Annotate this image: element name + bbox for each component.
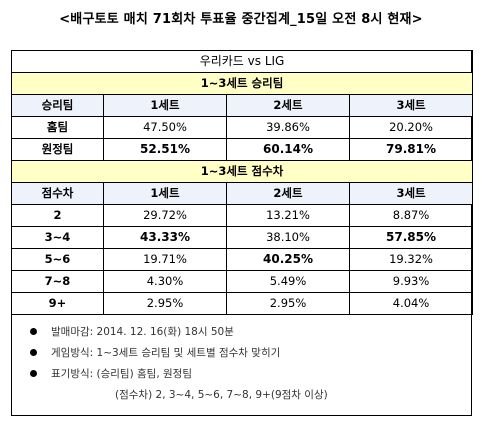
row-label: 원정팀 (11, 138, 104, 161)
table-cell: 9.93% (348, 270, 474, 293)
table-cell: 19.71% (103, 248, 227, 271)
header-cell: 1세트 (103, 94, 227, 117)
table-row: 3~4 43.33% 38.10% 57.85% (11, 226, 474, 249)
vote-rate-table: 우리카드 vs LIG 1~3세트 승리팀 승리팀 1세트 2세트 3세트 홈팀… (10, 50, 474, 315)
table-cell: 79.81% (348, 138, 474, 161)
header-cell: 3세트 (348, 94, 474, 117)
table-cell: 47.50% (103, 116, 227, 139)
table-row: 2 29.72% 13.21% 8.87% (11, 204, 474, 227)
header-cell: 승리팀 (11, 94, 104, 117)
bullet-icon (30, 369, 37, 377)
table-cell: 39.86% (226, 116, 350, 139)
score-header-row: 점수차 1세트 2세트 3세트 (11, 182, 474, 205)
note-sub-item: (점수차) 2, 3~4, 5~6, 7~8, 9+(9점차 이상) (30, 385, 328, 406)
note-text: 발매마감: 2014. 12. 16(화) 18시 50분 (51, 326, 234, 338)
row-label: 3~4 (11, 226, 104, 249)
table-cell: 5.49% (226, 270, 350, 293)
table-row: 5~6 19.71% 40.25% 19.32% (11, 248, 474, 271)
header-cell: 1세트 (103, 182, 227, 205)
note-item: 발매마감: 2014. 12. 16(화) 18시 50분 (30, 322, 328, 343)
bullet-icon (30, 348, 37, 356)
table-cell: 52.51% (103, 138, 227, 161)
notes-list: 발매마감: 2014. 12. 16(화) 18시 50분 게임방식: 1~3세… (30, 322, 328, 406)
header-cell: 2세트 (226, 94, 350, 117)
table-cell: 19.32% (348, 248, 474, 271)
table-cell: 4.04% (348, 292, 474, 315)
winner-header-row: 승리팀 1세트 2세트 3세트 (11, 94, 474, 117)
table-cell: 4.30% (103, 270, 227, 293)
section-score-diff-title: 1~3세트 점수차 (10, 160, 474, 183)
row-label: 5~6 (11, 248, 104, 271)
table-row: 원정팀 52.51% 60.14% 79.81% (11, 138, 474, 161)
table-cell: 38.10% (226, 226, 350, 249)
table-row: 홈팀 47.50% 39.86% 20.20% (11, 116, 474, 139)
table-row: 7~8 4.30% 5.49% 9.93% (11, 270, 474, 293)
table-cell: 20.20% (348, 116, 474, 139)
bullet-icon (30, 327, 37, 335)
table-cell: 60.14% (226, 138, 350, 161)
note-text: 표기방식: (승리팀) 홈팀, 원정팀 (51, 368, 193, 380)
row-label: 2 (11, 204, 104, 227)
table-cell: 57.85% (348, 226, 474, 249)
table-cell: 2.95% (226, 292, 350, 315)
header-cell: 점수차 (11, 182, 104, 205)
table-row: 9+ 2.95% 2.95% 4.04% (11, 292, 474, 315)
row-label: 홈팀 (11, 116, 104, 139)
table-cell: 29.72% (103, 204, 227, 227)
row-label: 7~8 (11, 270, 104, 293)
note-text: (점수차) 2, 3~4, 5~6, 7~8, 9+(9점차 이상) (115, 389, 328, 401)
page-title: <배구토토 매치 71회차 투표율 중간집계_15일 오전 8시 현재> (59, 12, 423, 27)
row-label: 9+ (11, 292, 104, 315)
header-cell: 3세트 (348, 182, 474, 205)
table-cell: 43.33% (103, 226, 227, 249)
section-winner-title: 1~3세트 승리팀 (10, 72, 474, 95)
note-item: 게임방식: 1~3세트 승리팀 및 세트별 점수차 맞히기 (30, 343, 328, 364)
table-cell: 40.25% (226, 248, 350, 271)
note-text: 게임방식: 1~3세트 승리팀 및 세트별 점수차 맞히기 (51, 347, 281, 359)
header-cell: 2세트 (226, 182, 350, 205)
table-cell: 2.95% (103, 292, 227, 315)
match-title: 우리카드 vs LIG (10, 50, 474, 73)
table-cell: 8.87% (348, 204, 474, 227)
note-item: 표기방식: (승리팀) 홈팀, 원정팀 (30, 364, 328, 385)
table-cell: 13.21% (226, 204, 350, 227)
